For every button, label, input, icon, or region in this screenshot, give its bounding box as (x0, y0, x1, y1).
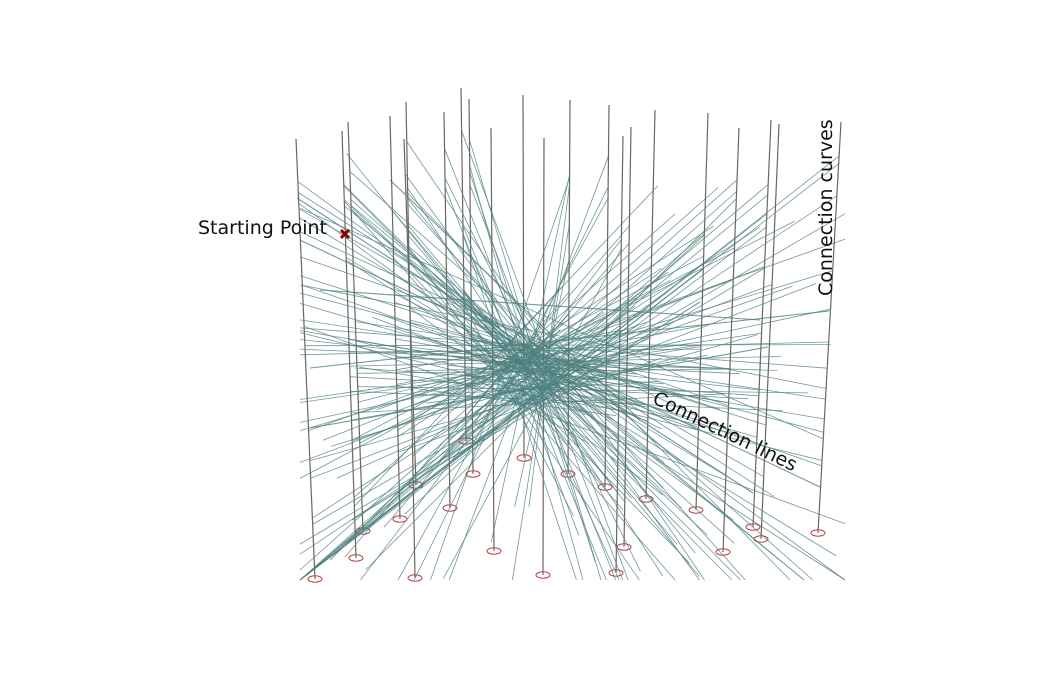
connection-line-161 (376, 279, 734, 411)
base-ring-10 (486, 547, 502, 555)
pole-18 (695, 112, 709, 511)
base-ring-11 (516, 454, 532, 462)
connection-line-136 (464, 372, 590, 444)
connection-line-149 (299, 256, 729, 406)
connection-line-166 (409, 319, 607, 375)
connection-line-71 (299, 231, 757, 444)
connection-line-143 (443, 248, 622, 579)
connection-line-159 (392, 210, 700, 577)
connection-line-171 (309, 310, 830, 369)
connection-line-62 (299, 284, 773, 463)
connection-line-127 (299, 319, 826, 400)
connection-line-88 (344, 205, 805, 581)
starting-point-marker (339, 228, 351, 240)
connection-line-123 (299, 292, 824, 433)
connection-line-60 (514, 258, 570, 508)
connection-line-114 (448, 305, 636, 447)
connection-line-83 (299, 303, 758, 438)
connection-line-97 (357, 386, 809, 394)
base-ring-14 (597, 483, 613, 491)
connection-line-133 (459, 374, 649, 408)
connection-line-108 (299, 284, 827, 389)
connection-line-145 (298, 192, 775, 497)
base-ring-7 (442, 504, 458, 512)
connection-line-176 (329, 329, 561, 561)
base-ring-1 (307, 575, 323, 583)
connection-line-35 (308, 238, 846, 431)
connection-line-153 (345, 256, 837, 557)
connection-line-151 (299, 330, 825, 420)
connection-line-177 (389, 179, 641, 421)
pole-13 (567, 99, 571, 475)
connection-line-174 (296, 197, 754, 494)
connection-line-160 (383, 243, 630, 528)
pole-3 (347, 121, 364, 532)
connection-line-158 (344, 225, 630, 558)
connection-line-163 (345, 259, 846, 581)
connection-line-47 (304, 344, 831, 347)
connection-line-156 (448, 155, 609, 581)
connection-line-129 (309, 334, 758, 462)
connection-line-170 (463, 293, 664, 488)
connection-line-139 (528, 183, 570, 508)
connection-line-79 (409, 307, 664, 496)
connection-line-135 (365, 198, 737, 570)
connection-line-168 (299, 339, 760, 391)
pole-6 (403, 138, 417, 486)
pole-9 (468, 98, 474, 475)
connection-line-178 (319, 289, 761, 321)
connection-line-148 (446, 296, 606, 487)
pole-1 (295, 138, 316, 580)
connection-line-126 (359, 366, 627, 412)
connection-curves-label: Connection curves (815, 119, 837, 296)
connection-line-162 (299, 341, 829, 356)
base-ring-22 (810, 529, 826, 537)
connection-line-172 (299, 239, 821, 488)
connection-line-95 (299, 332, 823, 461)
base-ring-18 (688, 506, 704, 514)
pole-22 (817, 121, 842, 534)
connection-line-165 (444, 177, 641, 572)
base-ring-15 (608, 569, 624, 577)
connection-line-173 (309, 346, 769, 429)
connection-line-164 (299, 163, 839, 581)
connection-line-137 (412, 187, 719, 457)
base-ring-12 (535, 571, 551, 579)
connection-line-102 (299, 195, 838, 555)
connection-line-65 (471, 345, 639, 406)
connection-line-44 (349, 171, 814, 581)
base-ring-2 (348, 554, 364, 562)
starting-point-label: Starting Point (198, 217, 328, 239)
connection-line-117 (310, 283, 816, 479)
connection-line-138 (407, 204, 746, 581)
connection-line-132 (299, 208, 764, 478)
pole-8 (460, 87, 467, 442)
connection-lines (296, 130, 846, 581)
connection-line-152 (448, 279, 671, 397)
pole-21 (760, 123, 780, 540)
connection-line-82 (299, 267, 765, 545)
connection-line-175 (351, 301, 701, 521)
connection-line-144 (447, 364, 664, 385)
pole-19 (722, 127, 740, 553)
base-ring-5 (407, 574, 423, 582)
base-ring-20 (745, 523, 761, 531)
pole-10 (490, 127, 495, 552)
connection-line-43 (299, 207, 824, 440)
